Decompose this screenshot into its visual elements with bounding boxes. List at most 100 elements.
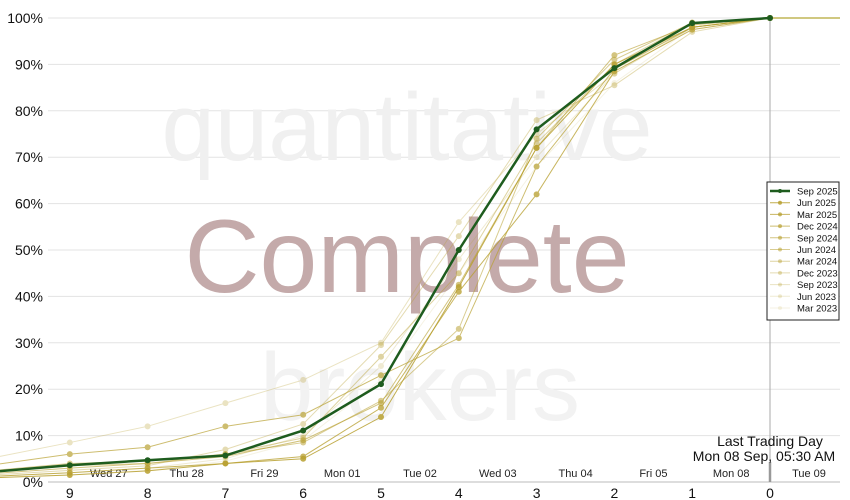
- annotation-line2: Mon 08 Sep, 05:30 AM: [693, 448, 835, 464]
- data-point: [533, 154, 540, 161]
- data-point: [222, 452, 229, 459]
- watermark-line1: quantitative: [161, 74, 652, 181]
- data-point: [144, 444, 151, 451]
- gridlines: [48, 17, 840, 483]
- data-point: [222, 400, 229, 407]
- data-point: [455, 247, 462, 253]
- x-tick-label: 5: [377, 485, 385, 500]
- data-point: [455, 325, 462, 332]
- series-lines: [0, 15, 773, 479]
- legend-swatch-point: [778, 282, 782, 287]
- last-trading-day-annotation: Last Trading Day Mon 08 Sep, 05:30 AM: [693, 433, 835, 464]
- data-point: [66, 439, 73, 446]
- y-tick-label: 60%: [15, 196, 43, 212]
- legend-label: Sep 2025: [797, 187, 838, 198]
- date-label: Thu 28: [169, 468, 203, 480]
- data-point: [300, 437, 307, 444]
- legend-swatch-point: [778, 294, 782, 299]
- data-point: [300, 421, 307, 427]
- legend-item: Sep 2024: [770, 233, 838, 244]
- watermark: quantitative Complete brokers: [161, 74, 652, 441]
- data-point: [455, 219, 462, 226]
- legend-item: Jun 2024: [770, 245, 836, 256]
- legend-label: Mar 2024: [797, 257, 837, 268]
- data-point: [300, 376, 307, 383]
- x-tick-label: 4: [455, 485, 463, 500]
- legend-swatch-point: [778, 224, 782, 229]
- legend-swatch-point: [778, 200, 782, 205]
- y-tick-label: 50%: [15, 242, 43, 258]
- data-point: [533, 163, 540, 170]
- series-line: [0, 17, 771, 457]
- legend-swatch-point: [778, 235, 782, 240]
- y-tick-label: 90%: [15, 56, 43, 72]
- data-point: [611, 79, 618, 86]
- x-tick-label: 8: [144, 485, 152, 500]
- date-label: Tue 09: [792, 468, 826, 480]
- data-point: [533, 191, 540, 198]
- data-point: [455, 284, 462, 291]
- x-tick-label: 7: [222, 485, 230, 500]
- data-point: [378, 372, 384, 379]
- y-tick-label: 40%: [15, 288, 43, 304]
- annotation-line1: Last Trading Day: [717, 433, 823, 449]
- legend-swatch-point: [778, 259, 782, 264]
- x-tick-label: 1: [688, 485, 696, 500]
- date-labels: Wed 27 Thu 28 Fri 29 Mon 01 Tue 02 Wed 03 Thu …: [90, 468, 826, 480]
- data-point: [300, 411, 307, 418]
- data-point: [66, 472, 73, 479]
- legend-swatch-point: [778, 189, 782, 193]
- data-point: [455, 233, 462, 240]
- data-point: [533, 144, 540, 151]
- data-point: [689, 20, 696, 27]
- data-point: [455, 270, 462, 277]
- data-point: [378, 404, 384, 411]
- x-tick-label: 2: [611, 485, 619, 500]
- data-point: [455, 270, 462, 277]
- data-point: [144, 457, 151, 464]
- data-point: [533, 126, 540, 133]
- data-point: [767, 15, 773, 21]
- legend-swatch-point: [778, 247, 782, 252]
- data-point: [300, 455, 307, 462]
- y-tick-label: 10%: [15, 428, 43, 444]
- series-line: [0, 17, 771, 472]
- y-tick-label: 70%: [15, 149, 43, 165]
- legend-label: Mar 2023: [797, 304, 837, 315]
- legend-item: Jun 2025: [770, 198, 836, 209]
- data-point: [378, 353, 384, 360]
- date-label: Thu 04: [558, 468, 592, 480]
- date-label: Mon 01: [324, 468, 361, 480]
- data-point: [378, 414, 384, 421]
- data-point: [533, 117, 540, 124]
- data-point: [455, 256, 462, 263]
- date-label: Fri 29: [250, 468, 278, 480]
- data-point: [378, 400, 384, 407]
- legend-item: Jun 2023: [770, 292, 836, 303]
- legend-swatch-point: [778, 212, 782, 217]
- data-point: [611, 56, 618, 63]
- legend-item: Sep 2023: [770, 280, 838, 291]
- legend-label: Dec 2024: [797, 222, 838, 233]
- y-axis-labels: 0% 10% 20% 30% 40% 50% 60% 70% 80% 90% 100%: [7, 10, 43, 490]
- y-tick-label: 30%: [15, 335, 43, 351]
- data-point: [533, 135, 540, 142]
- data-point: [300, 427, 307, 434]
- x-tick-label: 6: [299, 485, 307, 500]
- data-point: [222, 423, 229, 430]
- legend-label: Sep 2024: [797, 233, 838, 244]
- data-point: [378, 381, 384, 388]
- data-point: [611, 65, 618, 72]
- data-point: [455, 335, 462, 342]
- series-line: [0, 17, 771, 475]
- legend-item: Sep 2025: [770, 187, 838, 198]
- date-label: Mon 08: [713, 468, 750, 480]
- legend-item: Dec 2024: [770, 222, 838, 233]
- y-tick-label: 80%: [15, 103, 43, 119]
- data-point: [222, 460, 229, 467]
- data-point: [222, 446, 229, 453]
- date-label: Fri 05: [639, 468, 667, 480]
- data-point: [66, 462, 73, 469]
- legend-label: Jun 2024: [797, 245, 836, 256]
